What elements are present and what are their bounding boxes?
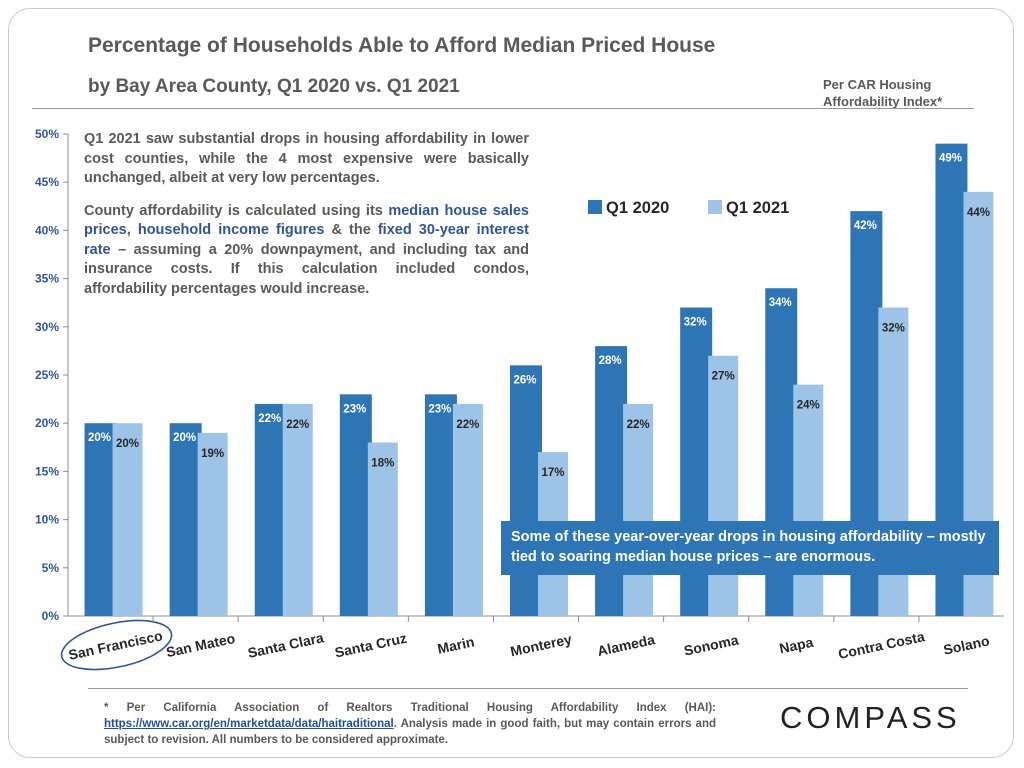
bar-q1-2020 [84, 423, 117, 616]
data-label: 19% [201, 448, 224, 460]
footnote-text: * Per California Association of Realtors… [104, 702, 716, 714]
bar-q1-2020 [595, 346, 628, 616]
data-label: 20% [173, 432, 196, 444]
bar-q1-2021 [623, 403, 654, 616]
bar-q1-2021 [452, 403, 483, 616]
data-label: 49% [939, 153, 962, 165]
highlight-circle [60, 619, 173, 671]
data-label: 42% [854, 220, 877, 232]
y-tick-label: 15% [35, 464, 59, 478]
category-label: Sonoma [682, 631, 740, 658]
chart-title: Percentage of Households Able to Afford … [88, 34, 716, 57]
bar-q1-2020 [510, 365, 542, 616]
bar-q1-2021 [197, 432, 228, 616]
y-tick-label: 25% [35, 368, 59, 382]
commentary-text: County affordability is calculated using… [84, 202, 389, 219]
commentary-text: – assuming a 20% downpayment, and includ… [84, 241, 529, 297]
data-label: 20% [88, 432, 111, 444]
footnote-text: . Analysis made in good faith, but may c… [104, 718, 716, 746]
y-tick-label: 5% [42, 561, 60, 575]
legend-swatch [708, 200, 722, 214]
y-tick-label: 0% [42, 609, 60, 623]
data-label: 17% [541, 467, 564, 479]
data-label: 22% [258, 413, 281, 425]
commentary-box: Q1 2021 saw substantial drops in housing… [84, 130, 529, 312]
chart-subtitle: by Bay Area County, Q1 2020 vs. Q1 2021 [88, 76, 460, 97]
legend-swatch [588, 200, 602, 214]
data-label: 26% [513, 374, 536, 386]
category-label: Monterey [509, 631, 573, 660]
y-tick-label: 30% [35, 320, 59, 334]
data-label: 20% [116, 438, 139, 450]
data-label: 22% [286, 419, 309, 431]
data-label: 24% [797, 400, 820, 412]
y-tick-label: 10% [35, 513, 59, 527]
bar-q1-2021 [367, 442, 398, 616]
source-note: Per CAR Housing Affordability Index* [823, 77, 943, 109]
bar-q1-2021 [708, 355, 739, 616]
data-label: 34% [769, 297, 792, 309]
category-label: Solano [942, 632, 991, 657]
commentary-text: & the [324, 222, 378, 238]
legend-label: Q1 2020 [606, 199, 669, 217]
header-divider [32, 108, 974, 109]
category-label: Marin [436, 633, 476, 656]
category-label: Napa [778, 634, 815, 657]
bar-q1-2021 [282, 403, 313, 616]
bar-q1-2021 [793, 384, 824, 616]
category-label: San Mateo [165, 630, 237, 660]
bar-q1-2020 [424, 394, 457, 616]
commentary-highlight-prices: median house sales prices [84, 202, 529, 239]
commentary-highlight-rate: fixed 30-year interest rate [84, 222, 530, 258]
y-tick-label: 35% [35, 272, 59, 286]
category-label: Santa Clara [246, 629, 325, 661]
data-label: 23% [428, 403, 451, 415]
data-label: 18% [371, 457, 394, 469]
y-tick-label: 50% [35, 127, 59, 141]
commentary-paragraph-2: County affordability is calculated using… [84, 202, 529, 300]
data-label: 23% [343, 403, 366, 415]
commentary-paragraph-1: Q1 2021 saw substantial drops in housing… [84, 131, 529, 186]
source-link[interactable]: https://www.car.org/en/marketdata/data/h… [104, 718, 394, 730]
data-label: 22% [627, 419, 650, 431]
footnote: * Per California Association of Realtors… [104, 700, 716, 748]
bar-q1-2020 [339, 394, 372, 616]
category-label: Contra Costa [837, 628, 927, 662]
bar-q1-2020 [254, 403, 287, 616]
callout-box: Some of these year-over-year drops in ho… [501, 521, 999, 575]
commentary-text: , [126, 222, 138, 238]
data-label: 22% [456, 419, 479, 431]
category-label: Alameda [596, 631, 657, 659]
y-tick-label: 20% [35, 416, 59, 430]
y-tick-label: 40% [35, 223, 59, 237]
legend-label: Q1 2021 [726, 199, 789, 217]
data-label: 27% [712, 371, 735, 383]
data-label: 32% [882, 323, 905, 335]
bar-q1-2021 [112, 423, 143, 616]
data-label: 32% [684, 317, 707, 329]
data-label: 44% [967, 207, 990, 219]
compass-logo: COMPASS [780, 700, 961, 735]
y-tick-label: 45% [35, 175, 59, 189]
commentary-highlight-income: household income figures [137, 222, 325, 238]
footer-divider [88, 688, 968, 689]
bar-q1-2020 [169, 423, 202, 616]
category-label: Santa Cruz [333, 630, 408, 661]
data-label: 28% [599, 355, 622, 367]
